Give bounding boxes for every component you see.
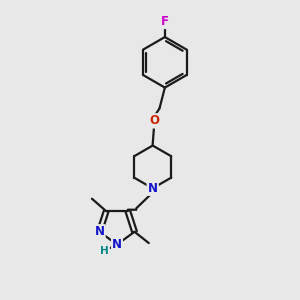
Text: N: N	[148, 182, 158, 195]
Text: N: N	[112, 238, 122, 251]
Text: N: N	[148, 182, 158, 195]
Text: O: O	[149, 114, 159, 128]
Text: H: H	[100, 246, 109, 256]
Text: F: F	[161, 15, 169, 28]
Text: N: N	[112, 238, 122, 251]
Text: N: N	[94, 225, 104, 238]
Text: N: N	[94, 225, 104, 238]
Text: H: H	[100, 246, 109, 256]
Text: O: O	[149, 114, 159, 128]
Text: F: F	[161, 15, 169, 28]
